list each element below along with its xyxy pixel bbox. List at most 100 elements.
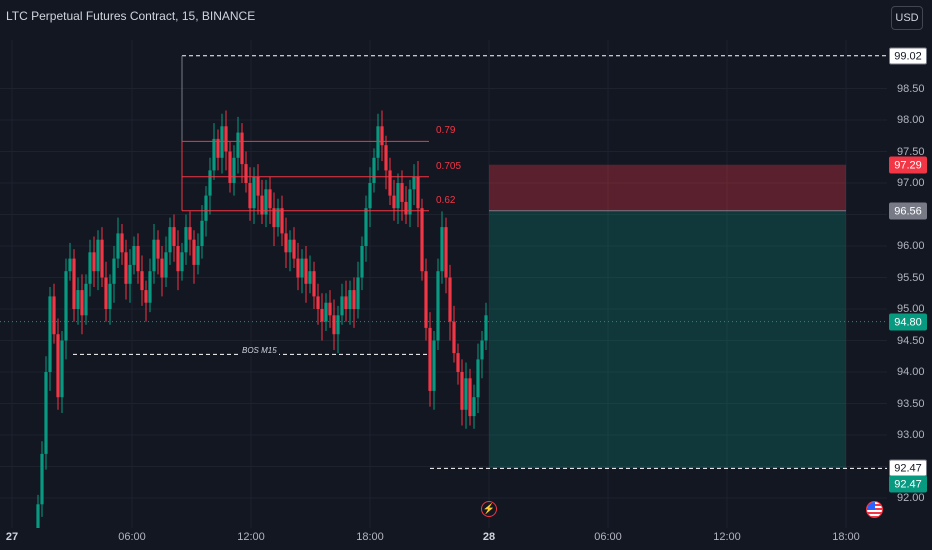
- us-flag-icon[interactable]: [866, 501, 883, 518]
- candle: [188, 211, 192, 256]
- candle: [436, 258, 440, 350]
- candle-body: [424, 271, 428, 328]
- time-tick: 06:00: [594, 531, 622, 543]
- candle-body: [284, 233, 288, 253]
- position-zones: [489, 164, 846, 469]
- bos-label: BOS M15: [240, 346, 279, 355]
- time-tick: 12:00: [237, 531, 265, 543]
- candle-body: [236, 132, 240, 158]
- candle: [308, 255, 312, 294]
- candle: [316, 283, 320, 325]
- candle-body: [232, 157, 236, 183]
- candle-body: [480, 340, 484, 360]
- candle-body: [116, 233, 120, 259]
- candle-body: [212, 138, 216, 171]
- candle-body: [268, 189, 272, 209]
- candle: [396, 173, 400, 224]
- candle-body: [140, 271, 144, 291]
- candle-body: [288, 239, 292, 253]
- time-tick: 06:00: [118, 531, 146, 543]
- candle: [104, 261, 108, 322]
- candle-body: [296, 258, 300, 278]
- candle-body: [64, 271, 68, 341]
- lightning-alert-icon[interactable]: ⚡: [481, 501, 497, 517]
- price-tick: 95.00: [897, 303, 925, 315]
- candle-body: [308, 271, 312, 284]
- candle: [180, 242, 184, 281]
- candle: [148, 258, 152, 313]
- candle-body: [332, 315, 336, 335]
- candle: [220, 113, 224, 174]
- candle-body: [444, 227, 448, 278]
- candle: [412, 164, 416, 206]
- candle: [380, 110, 384, 161]
- candle: [344, 280, 348, 322]
- candle-body: [264, 189, 268, 215]
- candle: [320, 293, 324, 341]
- price-chart[interactable]: [0, 40, 887, 528]
- candle: [292, 227, 296, 269]
- candle-body: [300, 258, 304, 278]
- candle: [156, 230, 160, 275]
- candle: [172, 214, 176, 262]
- candle-body: [400, 183, 404, 202]
- candle-body: [48, 296, 52, 372]
- candle-body: [176, 246, 180, 272]
- time-tick: 18:00: [832, 531, 860, 543]
- candle-body: [360, 246, 364, 278]
- price-tick: 96.00: [897, 240, 925, 252]
- candle: [176, 230, 180, 291]
- candle: [60, 331, 64, 413]
- price-tick: 95.50: [897, 271, 925, 284]
- candle: [144, 280, 148, 322]
- fib-label-062: 0.62: [436, 195, 456, 206]
- candle: [388, 157, 392, 206]
- candle: [360, 236, 364, 291]
- fib-label-0705: 0.705: [436, 161, 462, 172]
- candle-body: [56, 334, 60, 398]
- candle: [76, 277, 80, 325]
- candle-body: [100, 239, 104, 278]
- price-tick: 97.50: [897, 145, 925, 158]
- price-tag: 94.80: [889, 313, 927, 331]
- candle: [284, 217, 288, 269]
- candle-body: [420, 208, 424, 272]
- candle: [128, 249, 132, 303]
- candle: [260, 179, 264, 224]
- candle: [432, 331, 436, 410]
- candle: [484, 302, 488, 350]
- candle-body: [336, 315, 340, 335]
- candle-body: [352, 290, 356, 309]
- candle-body: [224, 126, 228, 152]
- candle: [452, 305, 456, 363]
- candle-body: [256, 176, 260, 196]
- candle: [152, 223, 156, 284]
- candle-body: [404, 201, 408, 215]
- candle: [376, 113, 380, 171]
- candle-body: [164, 252, 168, 278]
- candle-body: [188, 227, 192, 240]
- candle-body: [324, 302, 328, 322]
- candle: [468, 368, 472, 426]
- candle: [472, 384, 476, 429]
- candle-body: [196, 246, 200, 265]
- candle-body: [276, 208, 280, 228]
- take-profit-zone: [489, 210, 846, 469]
- candle-body: [92, 252, 96, 272]
- candle: [384, 135, 388, 190]
- candle-body: [112, 258, 116, 284]
- candle-body: [96, 239, 100, 272]
- candle: [88, 239, 92, 297]
- candle: [296, 242, 300, 291]
- currency-button[interactable]: USD: [891, 6, 923, 30]
- candle: [368, 167, 372, 228]
- candle-body: [156, 239, 160, 259]
- candle-body: [340, 296, 344, 316]
- time-axis[interactable]: 27 06:00 12:00 18:00 28 06:00 12:00 18:00: [0, 528, 887, 550]
- candle-body: [372, 157, 376, 183]
- candle-body: [248, 183, 252, 209]
- candles: [36, 110, 488, 528]
- price-axis[interactable]: 99.0298.5098.0097.5097.0096.5096.0095.50…: [887, 40, 932, 510]
- candle: [304, 246, 308, 303]
- candle: [240, 123, 244, 183]
